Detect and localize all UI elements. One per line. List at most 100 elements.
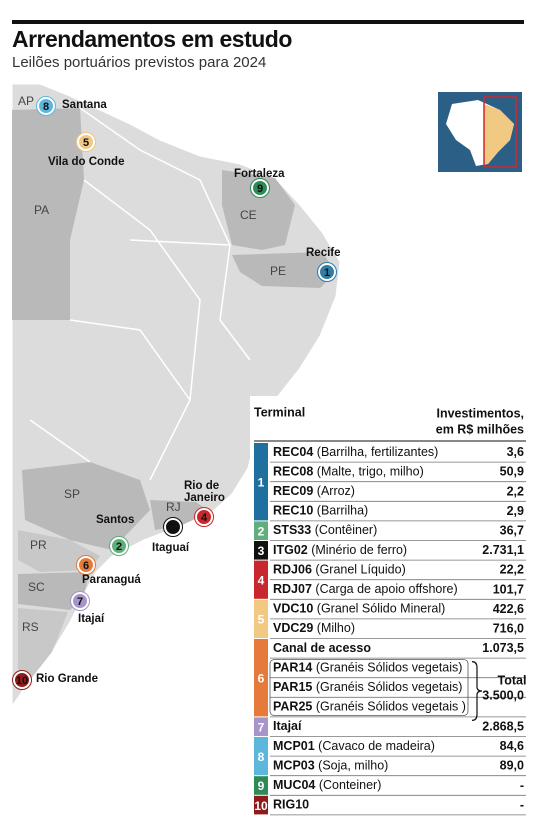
row-value: 2.731,1	[482, 543, 524, 557]
port-ring	[250, 178, 270, 198]
total-label: Total	[498, 673, 527, 687]
terminal-code: REC08	[273, 465, 313, 479]
state-label: RJ	[166, 500, 181, 514]
row-value: 22,2	[500, 563, 524, 577]
terminal-code: PAR14	[273, 661, 312, 675]
group-number: 4	[258, 573, 265, 587]
port-number: 7	[77, 596, 83, 608]
terminal-desc: (Granel Sólido Mineral)	[317, 602, 446, 616]
terminal-code: Canal de acesso	[273, 641, 371, 655]
port-marker	[13, 671, 31, 689]
terminal-code: STS33	[273, 523, 311, 537]
row-label: MCP01 (Cavaco de madeira)	[273, 739, 435, 753]
group-band	[254, 443, 268, 521]
port-ring	[317, 262, 337, 282]
terminal-code: MCP01	[273, 739, 315, 753]
row-label: MUC04 (Conteiner)	[273, 778, 381, 792]
locator-map	[438, 92, 522, 172]
port-label: Itajaí	[78, 613, 105, 625]
table-header: Investimentos,	[436, 406, 524, 420]
terminal-code: ITG02	[273, 543, 308, 557]
port-label: Recife	[306, 247, 341, 259]
terminal-code: REC10	[273, 504, 313, 518]
port-label: Paranaguá	[82, 574, 141, 586]
group-number: 10	[254, 799, 268, 813]
group-band	[254, 795, 268, 815]
terminal-desc: (Malte, trigo, milho)	[317, 465, 424, 479]
terminal-desc: (Soja, milho)	[318, 759, 388, 773]
terminal-desc: (Barrilha, fertilizantes)	[317, 445, 439, 459]
row-value: 36,7	[500, 523, 524, 537]
group-number: 6	[258, 671, 265, 685]
row-value: 1.073,5	[482, 641, 524, 655]
group-number: 7	[258, 720, 265, 734]
terminal-desc: (Granéis Sólidos vegetais )	[316, 700, 466, 714]
total-brace	[471, 661, 483, 721]
port-label: Vila do Conde	[48, 156, 124, 168]
subtitle: Leilões portuários previstos para 2024	[12, 54, 266, 71]
terminal-code: PAR25	[273, 700, 312, 714]
terminal-code: VDC10	[273, 602, 313, 616]
terminal-desc: (Minério de ferro)	[311, 543, 407, 557]
state-label: AP	[18, 94, 34, 108]
group-number: 2	[258, 524, 265, 538]
group-number: 1	[258, 475, 265, 489]
group-band	[254, 521, 268, 540]
group-number: 8	[258, 750, 265, 764]
row-value: -	[520, 798, 524, 812]
row-label: ITG02 (Minério de ferro)	[273, 543, 407, 557]
row-label: REC09 (Arroz)	[273, 484, 355, 498]
group-number: 5	[258, 613, 265, 627]
state-label: RS	[22, 620, 39, 634]
port-marker	[71, 592, 89, 610]
state-label: CE	[240, 208, 257, 222]
port-marker	[195, 508, 213, 526]
top-rule	[12, 20, 524, 24]
row-value: 422,6	[493, 602, 524, 616]
port-label: Rio de	[184, 480, 219, 492]
row-value: 101,7	[493, 582, 524, 596]
row-label: Itajaí	[273, 719, 302, 733]
group-band	[254, 776, 268, 795]
group-band	[254, 639, 268, 717]
port-ring	[163, 517, 183, 537]
terminal-desc: (Granel Líquido)	[315, 563, 405, 577]
port-number: 1	[324, 267, 330, 279]
state-label: SP	[64, 487, 80, 501]
map	[11, 83, 522, 708]
port-number: 9	[257, 183, 263, 195]
port-number: 3	[170, 522, 176, 534]
terminal-desc: (Arroz)	[317, 484, 355, 498]
row-value: -	[520, 778, 524, 792]
table-header: Terminal	[254, 405, 305, 419]
row-label: RIG10	[273, 798, 309, 812]
row-value: 2,2	[507, 484, 524, 498]
terminal-desc: (Carga de apoio offshore)	[315, 582, 457, 596]
port-marker	[251, 179, 269, 197]
group-number: 9	[258, 779, 265, 793]
row-label: REC10 (Barrilha)	[273, 504, 368, 518]
port-marker	[110, 537, 128, 555]
row-value: 2,9	[507, 504, 524, 518]
row-label: REC04 (Barrilha, fertilizantes)	[273, 445, 438, 459]
port-ring	[12, 670, 32, 690]
row-value: 89,0	[500, 759, 524, 773]
table-header: em R$ milhões	[436, 422, 524, 436]
row-value: 84,6	[500, 739, 524, 753]
title: Arrendamentos em estudo	[12, 26, 292, 52]
terminal-code: MCP03	[273, 759, 315, 773]
terminal-code: RIG10	[273, 798, 309, 812]
port-label: Fortaleza	[234, 168, 285, 180]
port-ring	[76, 555, 96, 575]
row-label: STS33 (Contêiner)	[273, 523, 377, 537]
row-label: VDC10 (Granel Sólido Mineral)	[273, 602, 445, 616]
terminal-code: RDJ06	[273, 563, 312, 577]
port-marker	[318, 263, 336, 281]
row-value: 2.868,5	[482, 719, 524, 733]
group-number: 3	[258, 544, 265, 558]
group-band	[254, 717, 268, 736]
port-number: 5	[83, 137, 89, 149]
terminal-code: REC04	[273, 445, 313, 459]
row-label: RDJ07 (Carga de apoio offshore)	[273, 582, 458, 596]
